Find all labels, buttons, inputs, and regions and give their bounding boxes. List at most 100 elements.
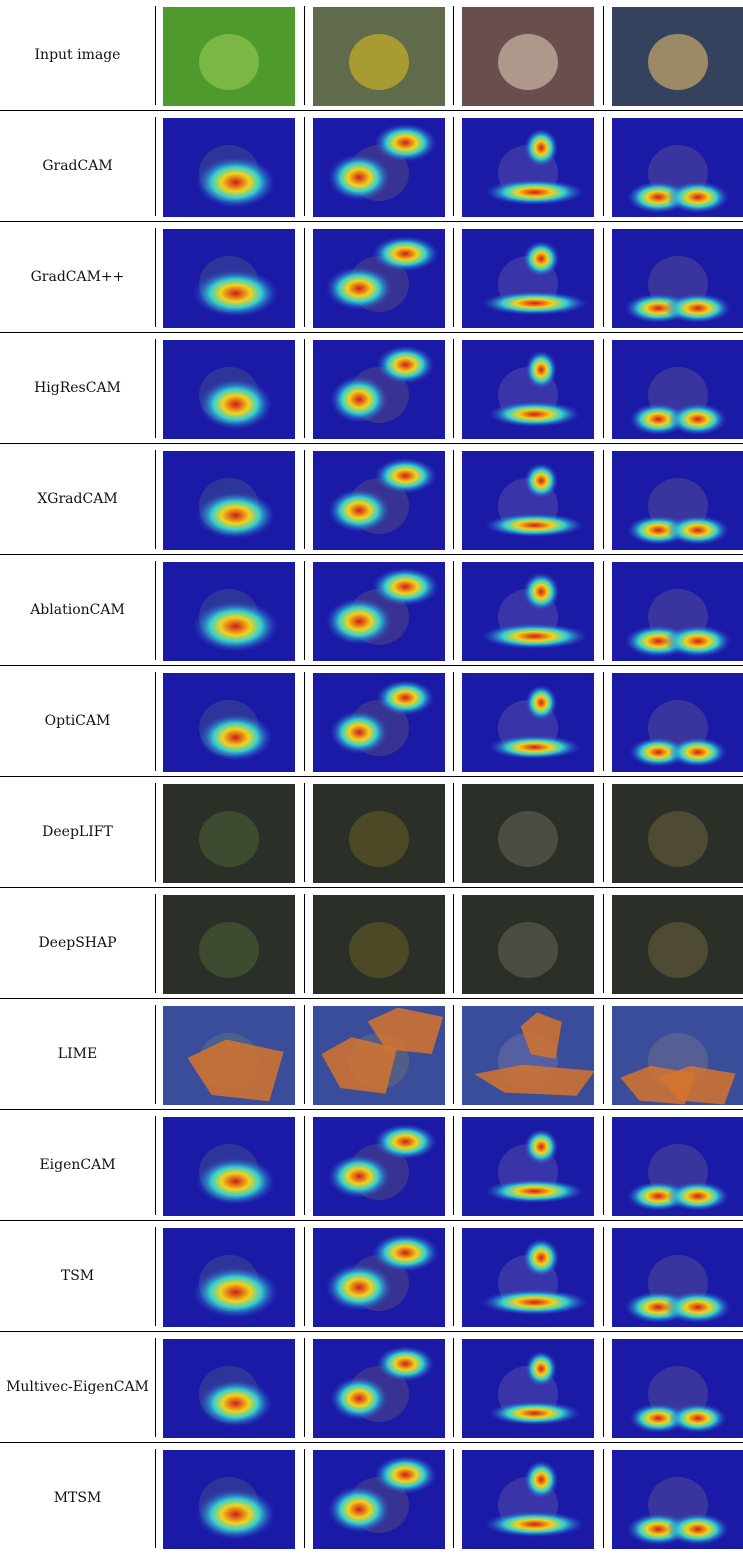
explanation-man-on-bridge-image [313,1450,445,1549]
lime-segment [367,1007,444,1054]
cell-background [163,784,295,883]
heat-spot [192,600,279,653]
explanation-insect-image [163,1228,295,1327]
explanation-bedroom-image [612,1117,743,1216]
explanation-gymnast-on-beam-image [462,1450,594,1549]
explanation-man-on-bridge-image [313,895,445,994]
heat-spot [488,735,581,760]
cell-background [313,784,445,883]
heat-spot [376,679,435,716]
input-gymnast-on-beam-image [462,7,594,106]
heat-spot [198,378,273,431]
heat-spot [330,375,389,423]
heat-spot [664,293,732,324]
column-divider [453,783,454,882]
column-divider [603,6,604,105]
method-label: AblationCAM [30,601,125,618]
heat-spot [484,179,585,206]
heat-spot [374,123,437,162]
heat-spot [327,1485,391,1533]
heat-spot [525,1350,558,1387]
row-divider [0,554,743,555]
row-method: EigenCAM [0,1110,743,1221]
explanation-gymnast-on-beam-image [462,1117,594,1216]
lime-segment [474,1064,594,1096]
heat-spot [195,156,276,209]
explanation-insect-image [163,895,295,994]
heat-spot [374,457,437,494]
cell-background [462,895,594,994]
row-method: GradCAM [0,111,743,222]
column-divider [453,894,454,993]
explanation-bedroom-image [612,1228,743,1327]
heat-spot [327,488,391,533]
method-label: Multivec-EigenCAM [6,1378,149,1395]
column-divider [304,1005,305,1104]
lime-segment [520,1012,562,1059]
heat-spot [192,269,279,318]
column-divider [304,6,305,105]
row-divider [0,665,743,666]
scene-subject [349,34,409,90]
row-divider [0,1331,743,1332]
heat-spot [666,181,730,214]
heat-spot [668,1403,727,1434]
column-divider [304,1449,305,1548]
column-divider [304,228,305,327]
lime-segment [660,1065,736,1105]
heat-spot [524,128,559,167]
heat-spot [325,597,393,645]
column-divider [453,6,454,105]
scene-subject [648,811,708,867]
heat-spot [522,1238,560,1277]
explanation-gymnast-on-beam-image [462,1228,594,1327]
method-label: XGradCAM [37,490,118,507]
heat-spot [371,235,440,272]
heat-spot [330,1376,389,1421]
row-method: GradCAM++ [0,222,743,333]
explanation-man-on-bridge-image [313,784,445,883]
cell-background [163,895,295,994]
column-divider [603,339,604,438]
explanation-bedroom-image [612,673,743,772]
heat-spot [666,515,730,546]
explanation-bedroom-image [612,451,743,550]
row-divider [0,887,743,888]
heat-spot [376,345,435,384]
scene-subject [498,34,558,90]
column-divider [453,228,454,327]
heat-spot [666,1513,730,1546]
column-divider [453,1449,454,1548]
method-label: LIME [57,1045,98,1062]
explanation-man-on-bridge-image [313,451,445,550]
explanation-gymnast-on-beam-image [462,229,594,328]
explanation-insect-image [163,784,295,883]
column-divider [155,783,156,882]
column-divider [304,672,305,771]
column-divider [155,561,156,660]
input-insect-image [163,7,295,106]
column-divider [304,1227,305,1326]
row-divider [0,332,743,333]
row-divider [0,1220,743,1221]
scene-subject [349,811,409,867]
column-divider [453,672,454,771]
column-divider [155,1449,156,1548]
explanation-bedroom-image [612,340,743,439]
row-divider [0,998,743,999]
row-method: AblationCAM [0,555,743,666]
explanation-man-on-bridge-image [313,1339,445,1438]
heat-spot [668,737,727,768]
column-divider [155,1338,156,1437]
explanation-insect-image [163,451,295,550]
heat-spot [327,1154,391,1199]
method-label: GradCAM [42,157,113,174]
heat-spot [192,1266,279,1319]
explanation-gymnast-on-beam-image [462,340,594,439]
column-divider [155,894,156,993]
column-divider [304,561,305,660]
explanation-bedroom-image [612,1339,743,1438]
heat-spot [330,710,389,755]
heat-spot [376,1345,435,1382]
column-divider [304,339,305,438]
